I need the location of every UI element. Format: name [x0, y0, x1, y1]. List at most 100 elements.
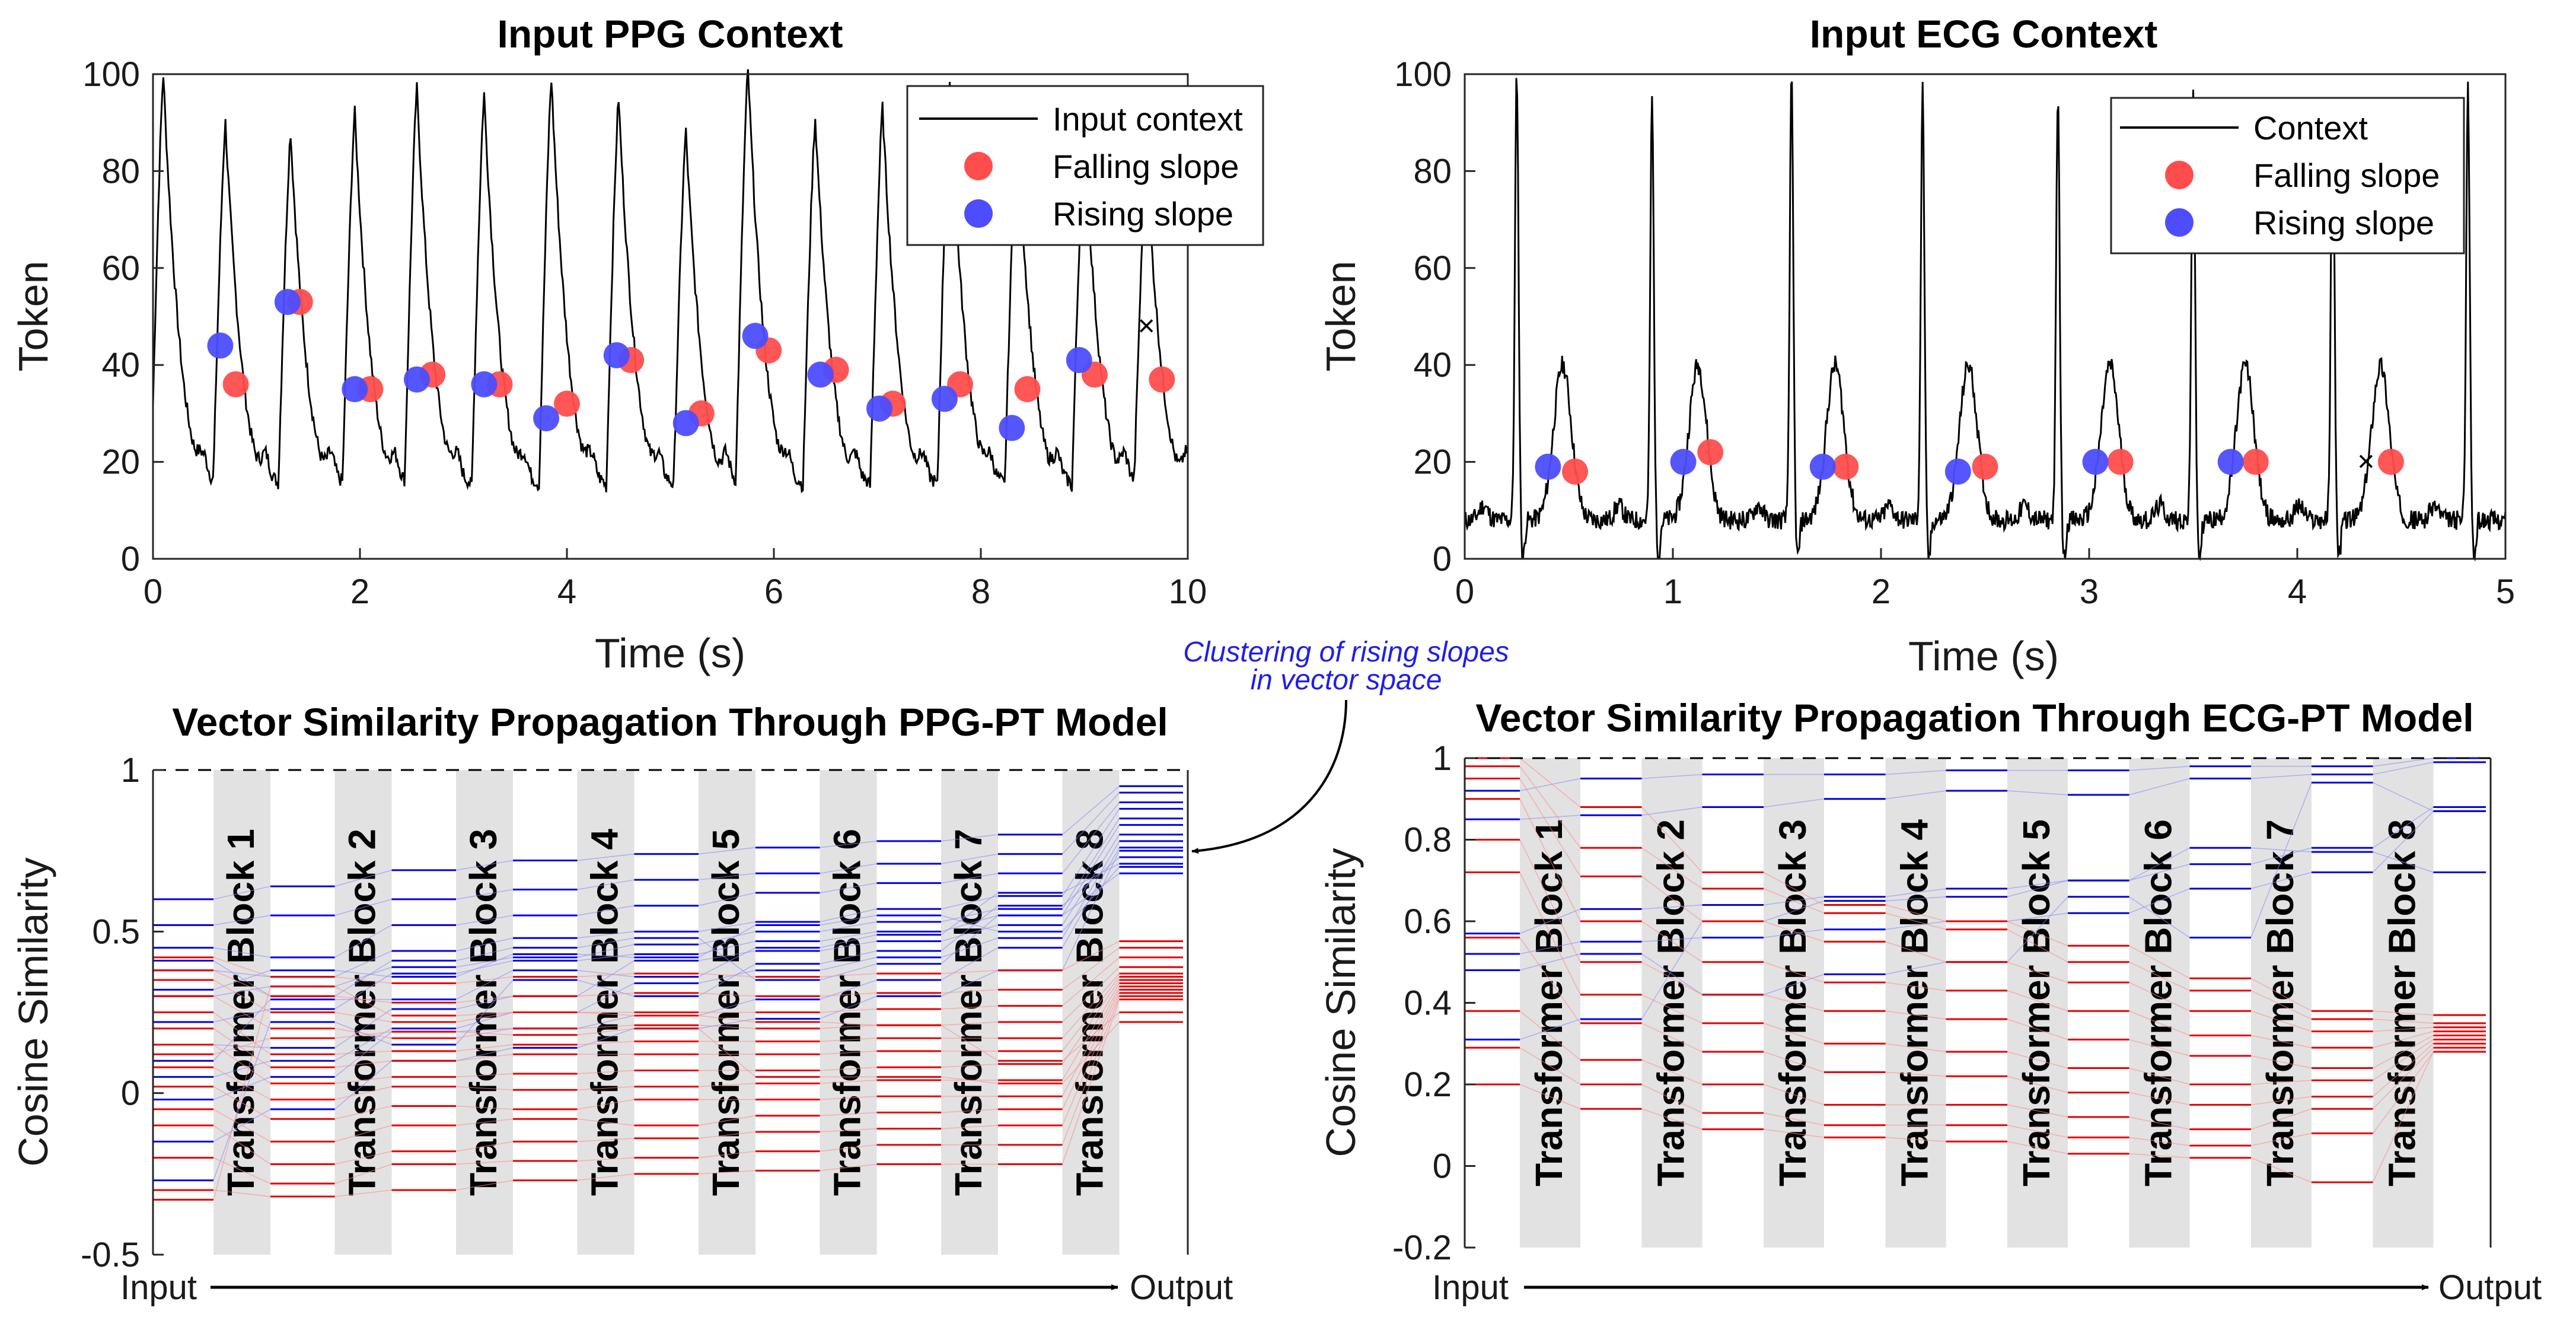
similarity-connector: [577, 1011, 635, 1016]
rising-slope-point: [1670, 448, 1697, 475]
transformer-blocks: Transformer Block 1 Transformer Block 2 Tr…: [1520, 758, 2434, 1248]
similarity-connector: [941, 970, 999, 997]
x-axis-label: Time (s): [595, 630, 745, 676]
similarity-connector: [334, 1189, 392, 1197]
similarity-connector: [455, 937, 514, 952]
similarity-connector: [698, 1170, 756, 1175]
similarity-connector: [698, 947, 756, 978]
similarity-connector: [2373, 758, 2434, 767]
x-tick-label: 1: [1663, 572, 1682, 611]
similarity-connector: [820, 1038, 877, 1042]
similarity-connector: [455, 1105, 514, 1110]
x-tick-label: 0: [1455, 572, 1474, 611]
similarity-connector: [1763, 962, 1825, 983]
similarity-connector: [1763, 929, 1825, 938]
similarity-connector: [2129, 896, 2190, 938]
similarity-connector: [334, 1027, 392, 1039]
similarity-connector: [213, 1076, 271, 1100]
similarity-connector: [820, 940, 877, 952]
similarity-connector: [2373, 762, 2434, 775]
similarity-connector: [1641, 847, 1703, 889]
similarity-connector: [2129, 1039, 2190, 1057]
similarity-connector: [455, 995, 514, 1010]
similarity-connector: [2129, 1153, 2190, 1159]
rising-slope-point: [807, 361, 834, 388]
transformer-block-label: Transformer Block 1: [1528, 819, 1570, 1186]
similarity-connector: [577, 879, 635, 890]
similarity-connector: [2250, 1132, 2312, 1146]
legend: Input context Falling slope Rising slope: [906, 85, 1264, 246]
x-tick-label: 3: [2080, 572, 2099, 611]
similarity-connector: [577, 1028, 635, 1049]
similarity-connector: [698, 1015, 756, 1023]
x-tick-label: 10: [1169, 572, 1207, 611]
similarity-connector: [1763, 798, 1825, 808]
similarity-connector: [820, 931, 877, 942]
y-tick-label: 60: [101, 249, 140, 288]
similarity-connector: [1061, 818, 1120, 909]
y-tick-label: 0.8: [1404, 821, 1452, 860]
similarity-connector: [334, 973, 392, 1010]
similarity-connector: [577, 905, 635, 916]
similarity-connector: [577, 1118, 635, 1126]
similarity-connector: [1062, 957, 1120, 1007]
transformer-block-label: Transformer Block 7: [947, 829, 990, 1196]
similarity-connector: [1519, 766, 1581, 848]
similarity-connector: [455, 860, 514, 871]
similarity-connector: [941, 937, 999, 958]
similarity-connector: [1061, 983, 1120, 1081]
similarity-connector: [2129, 962, 2190, 991]
legend-entry: Rising slope: [1053, 195, 1233, 233]
transformer-block: [2373, 758, 2434, 1248]
x-tick-label: 5: [2496, 572, 2515, 611]
similarity-connector: [455, 1011, 514, 1016]
ecg-similarity-marks: [1465, 757, 2486, 1183]
input-label: Input: [1432, 1268, 1509, 1307]
similarity-connector: [213, 969, 271, 978]
rising-slope-point: [471, 371, 498, 397]
similarity-connector: [455, 976, 514, 984]
similarity-connector: [1519, 872, 1581, 995]
similarity-connector: [577, 1041, 635, 1045]
similarity-connector: [2007, 912, 2068, 922]
similarity-connector: [2372, 810, 2434, 873]
similarity-connector: [455, 889, 514, 900]
similarity-connector: [1519, 908, 1581, 934]
similarity-connector: [455, 1054, 514, 1061]
similarity-connector: [820, 1051, 877, 1055]
similarity-connector: [820, 992, 877, 997]
similarity-connector: [1061, 979, 1120, 1065]
similarity-connector: [2373, 851, 2434, 873]
similarity-connector: [455, 915, 514, 926]
rising-slope-point: [1944, 458, 1971, 485]
similarity-connector: [577, 982, 635, 1013]
similarity-connector: [941, 915, 999, 965]
similarity-connector: [2007, 1104, 2068, 1118]
similarity-connector: [2250, 1157, 2312, 1183]
similarity-connector: [577, 853, 635, 861]
similarity-connector: [820, 863, 877, 874]
rising-slope-point: [1809, 453, 1836, 480]
similarity-connector: [213, 1086, 271, 1119]
similarity-connector: [2250, 847, 2312, 852]
transformer-block-label: Transformer Block 7: [2259, 819, 2301, 1186]
similarity-connector: [820, 957, 877, 971]
similarity-connector: [2007, 1019, 2068, 1041]
similarity-connector: [2007, 880, 2068, 898]
similarity-connector: [213, 1038, 271, 1055]
falling-slope-point: [2107, 448, 2134, 475]
x-ticks: 0 2 4 6 8 10: [144, 548, 1207, 611]
y-tick-label: 0: [1433, 1147, 1452, 1186]
rising-slope-point: [403, 366, 430, 393]
similarity-connector: [941, 834, 999, 842]
y-tick-label: 0: [121, 540, 140, 578]
similarity-connector: [577, 1086, 635, 1090]
similarity-connector: [577, 1157, 635, 1162]
similarity-connector: [334, 899, 392, 916]
similarity-connector: [334, 870, 392, 887]
similarity-connector: [941, 947, 999, 981]
similarity-connector: [577, 960, 635, 997]
similarity-connector: [1062, 857, 1120, 906]
similarity-connector: [1885, 904, 1946, 922]
falling-slope-point: [1014, 376, 1041, 403]
